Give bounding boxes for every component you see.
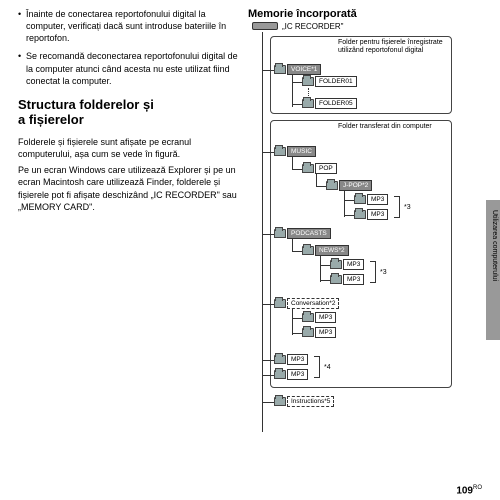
file-mp3-1: MP3 bbox=[354, 194, 388, 205]
root-label: „IC RECORDER" bbox=[282, 22, 344, 31]
folder-conversation: Conversation*2 bbox=[274, 298, 339, 309]
mp3-label: MP3 bbox=[315, 312, 336, 323]
folder-icon bbox=[302, 164, 314, 173]
folder-icon bbox=[274, 397, 286, 406]
folder-icon bbox=[274, 370, 286, 379]
conversation-label: Conversation*2 bbox=[287, 298, 339, 309]
root-icon bbox=[252, 22, 278, 30]
page-number: 109RO bbox=[456, 485, 482, 496]
right-column: Memorie încorporată „IC RECORDER" Folder… bbox=[248, 8, 486, 492]
music-label: MUSIC bbox=[287, 146, 316, 157]
group1-label: Folder pentru fișierele înregistrate uti… bbox=[338, 39, 448, 54]
bullet-1-text: Înainte de conectarea reportofonului dig… bbox=[26, 8, 238, 44]
folder-news: NEWS*2 bbox=[302, 245, 349, 256]
group2-label: Folder transferat din computer bbox=[338, 123, 448, 131]
mp3-label: MP3 bbox=[287, 369, 308, 380]
folder-jpop: J-POP*2 bbox=[326, 180, 372, 191]
file-mp3-8: MP3 bbox=[274, 369, 308, 380]
folder-icon bbox=[354, 195, 366, 204]
file-mp3-7: MP3 bbox=[274, 354, 308, 365]
mp3-label: MP3 bbox=[367, 209, 388, 220]
folder-icon bbox=[302, 328, 314, 337]
pop-label: POP bbox=[315, 163, 337, 174]
folder-folder05: FOLDER05 bbox=[302, 98, 357, 109]
bullet-2-text: Se recomandă deconectarea reportofonului… bbox=[26, 50, 238, 86]
mp3-label: MP3 bbox=[287, 354, 308, 365]
folder-icon bbox=[274, 229, 286, 238]
file-mp3-5: MP3 bbox=[302, 312, 336, 323]
section-heading: Structura folderelor și a fișierelor bbox=[18, 97, 238, 128]
mp3-label: MP3 bbox=[367, 194, 388, 205]
voice-label: VOICE*1 bbox=[287, 64, 321, 75]
mp3-label: MP3 bbox=[343, 274, 364, 285]
folder-icon bbox=[330, 260, 342, 269]
side-tab-text: Utilizarea computerului bbox=[491, 210, 498, 281]
file-mp3-3: MP3 bbox=[330, 259, 364, 270]
folder01-label: FOLDER01 bbox=[315, 76, 357, 87]
file-mp3-4: MP3 bbox=[330, 274, 364, 285]
folder-icon bbox=[330, 275, 342, 284]
bullet-2: • Se recomandă deconectarea reportofonul… bbox=[18, 50, 238, 86]
file-mp3-6: MP3 bbox=[302, 327, 336, 338]
folder-icon bbox=[274, 355, 286, 364]
left-column: • Înainte de conectarea reportofonului d… bbox=[18, 8, 238, 492]
mp3-label: MP3 bbox=[315, 327, 336, 338]
bullet-1: • Înainte de conectarea reportofonului d… bbox=[18, 8, 238, 44]
folder05-label: FOLDER05 bbox=[315, 98, 357, 109]
folder-icon bbox=[302, 77, 314, 86]
brace-3a: *3 bbox=[404, 204, 411, 211]
folder-icon bbox=[302, 246, 314, 255]
folder-icon bbox=[354, 210, 366, 219]
brace-4: *4 bbox=[324, 364, 331, 371]
folder-diagram: „IC RECORDER" Folder pentru fișierele în… bbox=[248, 22, 458, 442]
folder-podcasts: PODCASTS bbox=[274, 228, 331, 239]
paragraph-1: Folderele și fișierele sunt afișate pe e… bbox=[18, 136, 238, 160]
folder-icon bbox=[302, 313, 314, 322]
memory-heading: Memorie încorporată bbox=[248, 8, 486, 20]
instructions-label: Instructions*5 bbox=[287, 396, 334, 407]
brace-3b: *3 bbox=[380, 269, 387, 276]
paragraph-2: Pe un ecran Windows care utilizează Expl… bbox=[18, 164, 238, 213]
group-transferred bbox=[270, 120, 452, 388]
jpop-label: J-POP*2 bbox=[339, 180, 372, 191]
folder-icon bbox=[326, 181, 338, 190]
mp3-label: MP3 bbox=[343, 259, 364, 270]
folder-music: MUSIC bbox=[274, 146, 316, 157]
folder-instructions: Instructions*5 bbox=[274, 396, 334, 407]
folder-icon bbox=[274, 147, 286, 156]
folder-pop: POP bbox=[302, 163, 337, 174]
file-mp3-2: MP3 bbox=[354, 209, 388, 220]
podcasts-label: PODCASTS bbox=[287, 228, 331, 239]
folder-icon bbox=[274, 299, 286, 308]
folder-icon bbox=[274, 65, 286, 74]
folder-voice: VOICE*1 bbox=[274, 64, 321, 75]
news-label: NEWS*2 bbox=[315, 245, 349, 256]
folder-folder01: FOLDER01 bbox=[302, 76, 357, 87]
folder-icon bbox=[302, 99, 314, 108]
